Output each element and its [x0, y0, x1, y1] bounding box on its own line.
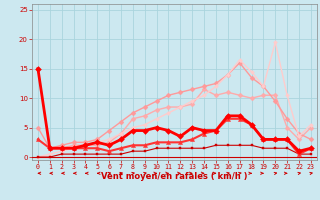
X-axis label: Vent moyen/en rafales ( km/h ): Vent moyen/en rafales ( km/h ): [101, 172, 248, 181]
